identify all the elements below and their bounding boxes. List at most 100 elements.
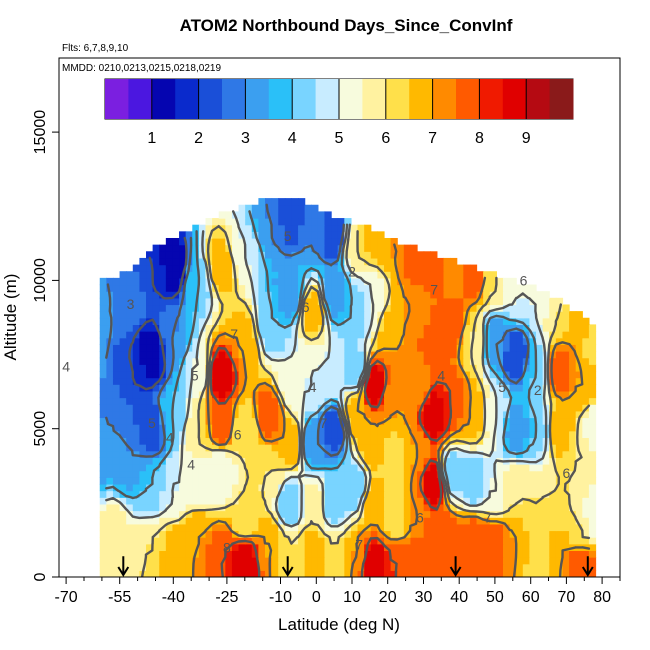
heatmap-cell	[152, 291, 160, 299]
heatmap-cell	[410, 450, 418, 458]
colorbar-tick-label: 4	[288, 130, 297, 147]
heatmap-cell	[112, 570, 121, 577]
heatmap-cell	[536, 344, 544, 352]
heatmap-cell	[238, 291, 246, 299]
heatmap-cell	[430, 331, 438, 339]
heatmap-cell	[212, 218, 220, 226]
heatmap-cell	[271, 510, 279, 518]
heatmap-cell	[179, 257, 187, 266]
heatmap-cell	[112, 404, 121, 412]
heatmap-cell	[562, 364, 570, 372]
heatmap-cell	[298, 251, 306, 259]
heatmap-cell	[231, 557, 240, 565]
heatmap-cell	[582, 370, 590, 379]
heatmap-cell	[588, 364, 597, 372]
heatmap-cell	[569, 503, 577, 512]
heatmap-cell	[357, 557, 365, 565]
heatmap-cell	[450, 331, 458, 339]
heatmap-cell	[337, 271, 345, 279]
heatmap-cell	[562, 424, 570, 432]
heatmap-cell	[192, 470, 200, 478]
heatmap-cell	[278, 251, 286, 259]
heatmap-cell	[403, 537, 412, 545]
heatmap-cell	[192, 384, 200, 392]
heatmap-cell	[271, 224, 279, 232]
heatmap-cell	[251, 377, 259, 385]
heatmap-cell	[390, 543, 398, 552]
heatmap-cell	[159, 497, 167, 505]
heatmap-cell	[575, 570, 583, 577]
heatmap-cell	[423, 570, 431, 577]
heatmap-cell	[582, 497, 590, 505]
heatmap-cell	[258, 204, 266, 212]
heatmap-cell	[298, 337, 306, 345]
heatmap-cell	[298, 370, 306, 379]
heatmap-cell	[390, 324, 398, 332]
heatmap-cell	[132, 397, 140, 405]
colorbar-tick-label: 2	[194, 130, 203, 147]
heatmap-cell	[238, 563, 246, 571]
heatmap-cell	[450, 350, 458, 359]
heatmap-cell	[271, 450, 279, 458]
heatmap-cell	[370, 503, 378, 512]
heatmap-cell	[126, 390, 134, 399]
heatmap-cell	[456, 530, 464, 538]
heatmap-cell	[456, 517, 464, 525]
heatmap-cell	[311, 211, 319, 219]
heatmap-cell	[555, 350, 564, 359]
heatmap-cell	[291, 317, 299, 326]
heatmap-cell	[344, 357, 352, 365]
heatmap-cell	[258, 570, 266, 577]
heatmap-cell	[179, 517, 187, 525]
heatmap-cell	[483, 503, 491, 512]
heatmap-cell	[311, 503, 319, 512]
heatmap-cell	[159, 510, 167, 518]
heatmap-cell	[423, 530, 431, 538]
heatmap-cell	[179, 390, 187, 399]
heatmap-cell	[172, 390, 180, 399]
heatmap-cell	[311, 244, 319, 252]
heatmap-cell	[410, 357, 418, 365]
heatmap-cell	[450, 550, 458, 558]
heatmap-cell	[258, 417, 266, 425]
heatmap-cell	[430, 563, 438, 571]
heatmap-cell	[212, 370, 220, 379]
heatmap-cell	[146, 503, 154, 512]
heatmap-cell	[509, 510, 517, 518]
heatmap-cell	[383, 444, 392, 452]
heatmap-cell	[562, 437, 570, 445]
heatmap-cell	[344, 457, 352, 465]
heatmap-cell	[443, 563, 451, 571]
heatmap-cell	[377, 444, 385, 452]
heatmap-cell	[377, 483, 385, 492]
heatmap-cell	[146, 357, 154, 365]
heatmap-cell	[245, 397, 253, 405]
heatmap-cell	[370, 530, 378, 538]
heatmap-cell	[496, 324, 504, 332]
heatmap-cell	[549, 417, 557, 425]
heatmap-cell	[284, 450, 293, 458]
heatmap-cell	[146, 490, 154, 498]
heatmap-cell	[522, 550, 531, 558]
heatmap-cell	[126, 437, 134, 445]
heatmap-cell	[502, 297, 511, 306]
heatmap-cell	[192, 444, 200, 452]
heatmap-cell	[172, 550, 180, 558]
heatmap-cell	[179, 550, 187, 558]
heatmap-cell	[390, 450, 398, 458]
heatmap-cell	[225, 311, 233, 319]
heatmap-cell	[489, 410, 497, 419]
heatmap-cell	[99, 377, 107, 385]
heatmap-cell	[344, 331, 352, 339]
heatmap-cell	[436, 450, 445, 458]
heatmap-cell	[344, 291, 352, 299]
heatmap-cell	[357, 470, 365, 478]
heatmap-cell	[390, 464, 398, 472]
heatmap-cell	[218, 377, 226, 385]
heatmap-cell	[502, 563, 511, 571]
heatmap-cell	[271, 464, 279, 472]
heatmap-cell	[119, 344, 127, 352]
heatmap-cell	[569, 457, 577, 465]
heatmap-cell	[218, 543, 226, 552]
heatmap-cell	[383, 430, 392, 439]
